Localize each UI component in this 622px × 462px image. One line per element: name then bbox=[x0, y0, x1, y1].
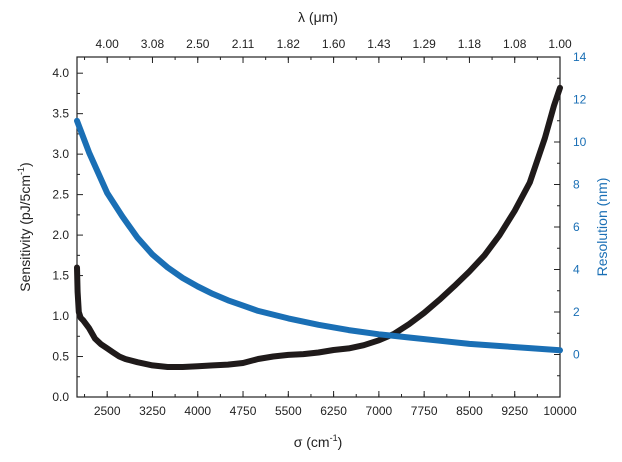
top-tick-label: 1.18 bbox=[458, 37, 482, 51]
bottom-tick-label: 3250 bbox=[139, 404, 166, 418]
bottom-tick-labels: 2500 3250 4000 4750 5500 6250 7000 7750 8500 9250… bbox=[94, 404, 577, 418]
left-axis-exponent: -1 bbox=[16, 167, 26, 175]
left-tick-labels: 0.0 0.5 1.0 1.5 2.0 2.5 3.0 3.5 4.0 bbox=[52, 66, 69, 404]
bottom-axis-close: ) bbox=[338, 434, 343, 450]
resolution-series-line bbox=[74, 117, 563, 354]
series-layer bbox=[74, 84, 563, 370]
right-tick-label: 0 bbox=[573, 348, 580, 362]
left-tick-label: 1.5 bbox=[52, 269, 69, 283]
bottom-tick-label: 7750 bbox=[411, 404, 438, 418]
bottom-tick-label: 4750 bbox=[230, 404, 257, 418]
bottom-tick-label: 5500 bbox=[275, 404, 302, 418]
bottom-tick-label: 6250 bbox=[320, 404, 347, 418]
left-tick-label: 3.0 bbox=[52, 147, 69, 161]
top-tick-label: 4.00 bbox=[96, 37, 120, 51]
bottom-axis-title: σ (cm-1) bbox=[294, 433, 343, 450]
right-tick-label: 6 bbox=[573, 220, 580, 234]
sensitivity-series-line bbox=[74, 84, 563, 370]
bottom-tick-label: 9250 bbox=[501, 404, 528, 418]
left-axis-title: Sensitivity (pJ/5cm-1) bbox=[16, 162, 33, 291]
right-tick-label: 8 bbox=[573, 178, 580, 192]
top-tick-label: 2.50 bbox=[186, 37, 210, 51]
bottom-axis-exponent: -1 bbox=[330, 433, 338, 443]
top-tick-labels: 4.00 3.08 2.50 2.11 1.82 1.60 1.43 1.29 1.18 1.08… bbox=[96, 37, 572, 51]
bottom-axis-unit: (cm bbox=[306, 434, 329, 450]
bottom-tick-label: 2500 bbox=[94, 404, 121, 418]
left-tick-label: 0.5 bbox=[52, 350, 69, 364]
right-tick-label: 2 bbox=[573, 305, 580, 319]
top-tick-label: 1.60 bbox=[322, 37, 346, 51]
top-tick-label: 1.43 bbox=[367, 37, 391, 51]
right-tick-label: 4 bbox=[573, 263, 580, 277]
bottom-tick-label: 7000 bbox=[366, 404, 393, 418]
right-axis-title: Resolution (nm) bbox=[594, 178, 610, 277]
left-tick-label: 3.5 bbox=[52, 107, 69, 121]
right-tick-label: 10 bbox=[573, 135, 587, 149]
left-axis-close: ) bbox=[17, 162, 33, 167]
left-tick-label: 4.0 bbox=[52, 66, 69, 80]
bottom-tick-label: 4000 bbox=[184, 404, 211, 418]
top-tick-label: 1.82 bbox=[277, 37, 301, 51]
left-tick-label: 0.0 bbox=[52, 390, 69, 404]
right-tick-label: 14 bbox=[573, 50, 587, 64]
left-tick-label: 2.5 bbox=[52, 188, 69, 202]
bottom-tick-label: 10000 bbox=[543, 404, 577, 418]
bottom-axis-symbol: σ bbox=[294, 434, 303, 450]
bottom-tick-label: 8500 bbox=[456, 404, 483, 418]
right-tick-label: 12 bbox=[573, 93, 587, 107]
left-tick-label: 1.0 bbox=[52, 309, 69, 323]
axis-ticks bbox=[77, 56, 561, 398]
top-tick-label: 1.00 bbox=[548, 37, 572, 51]
left-tick-label: 2.0 bbox=[52, 228, 69, 242]
left-axis-label: Sensitivity (pJ/5cm bbox=[17, 175, 33, 292]
top-axis-title: λ (μm) bbox=[298, 9, 338, 25]
top-tick-label: 2.11 bbox=[232, 37, 255, 51]
top-tick-label: 1.08 bbox=[503, 37, 527, 51]
top-tick-label: 3.08 bbox=[141, 37, 165, 51]
top-tick-label: 1.29 bbox=[412, 37, 436, 51]
right-tick-labels: 0 2 4 6 8 10 12 14 bbox=[573, 50, 587, 362]
